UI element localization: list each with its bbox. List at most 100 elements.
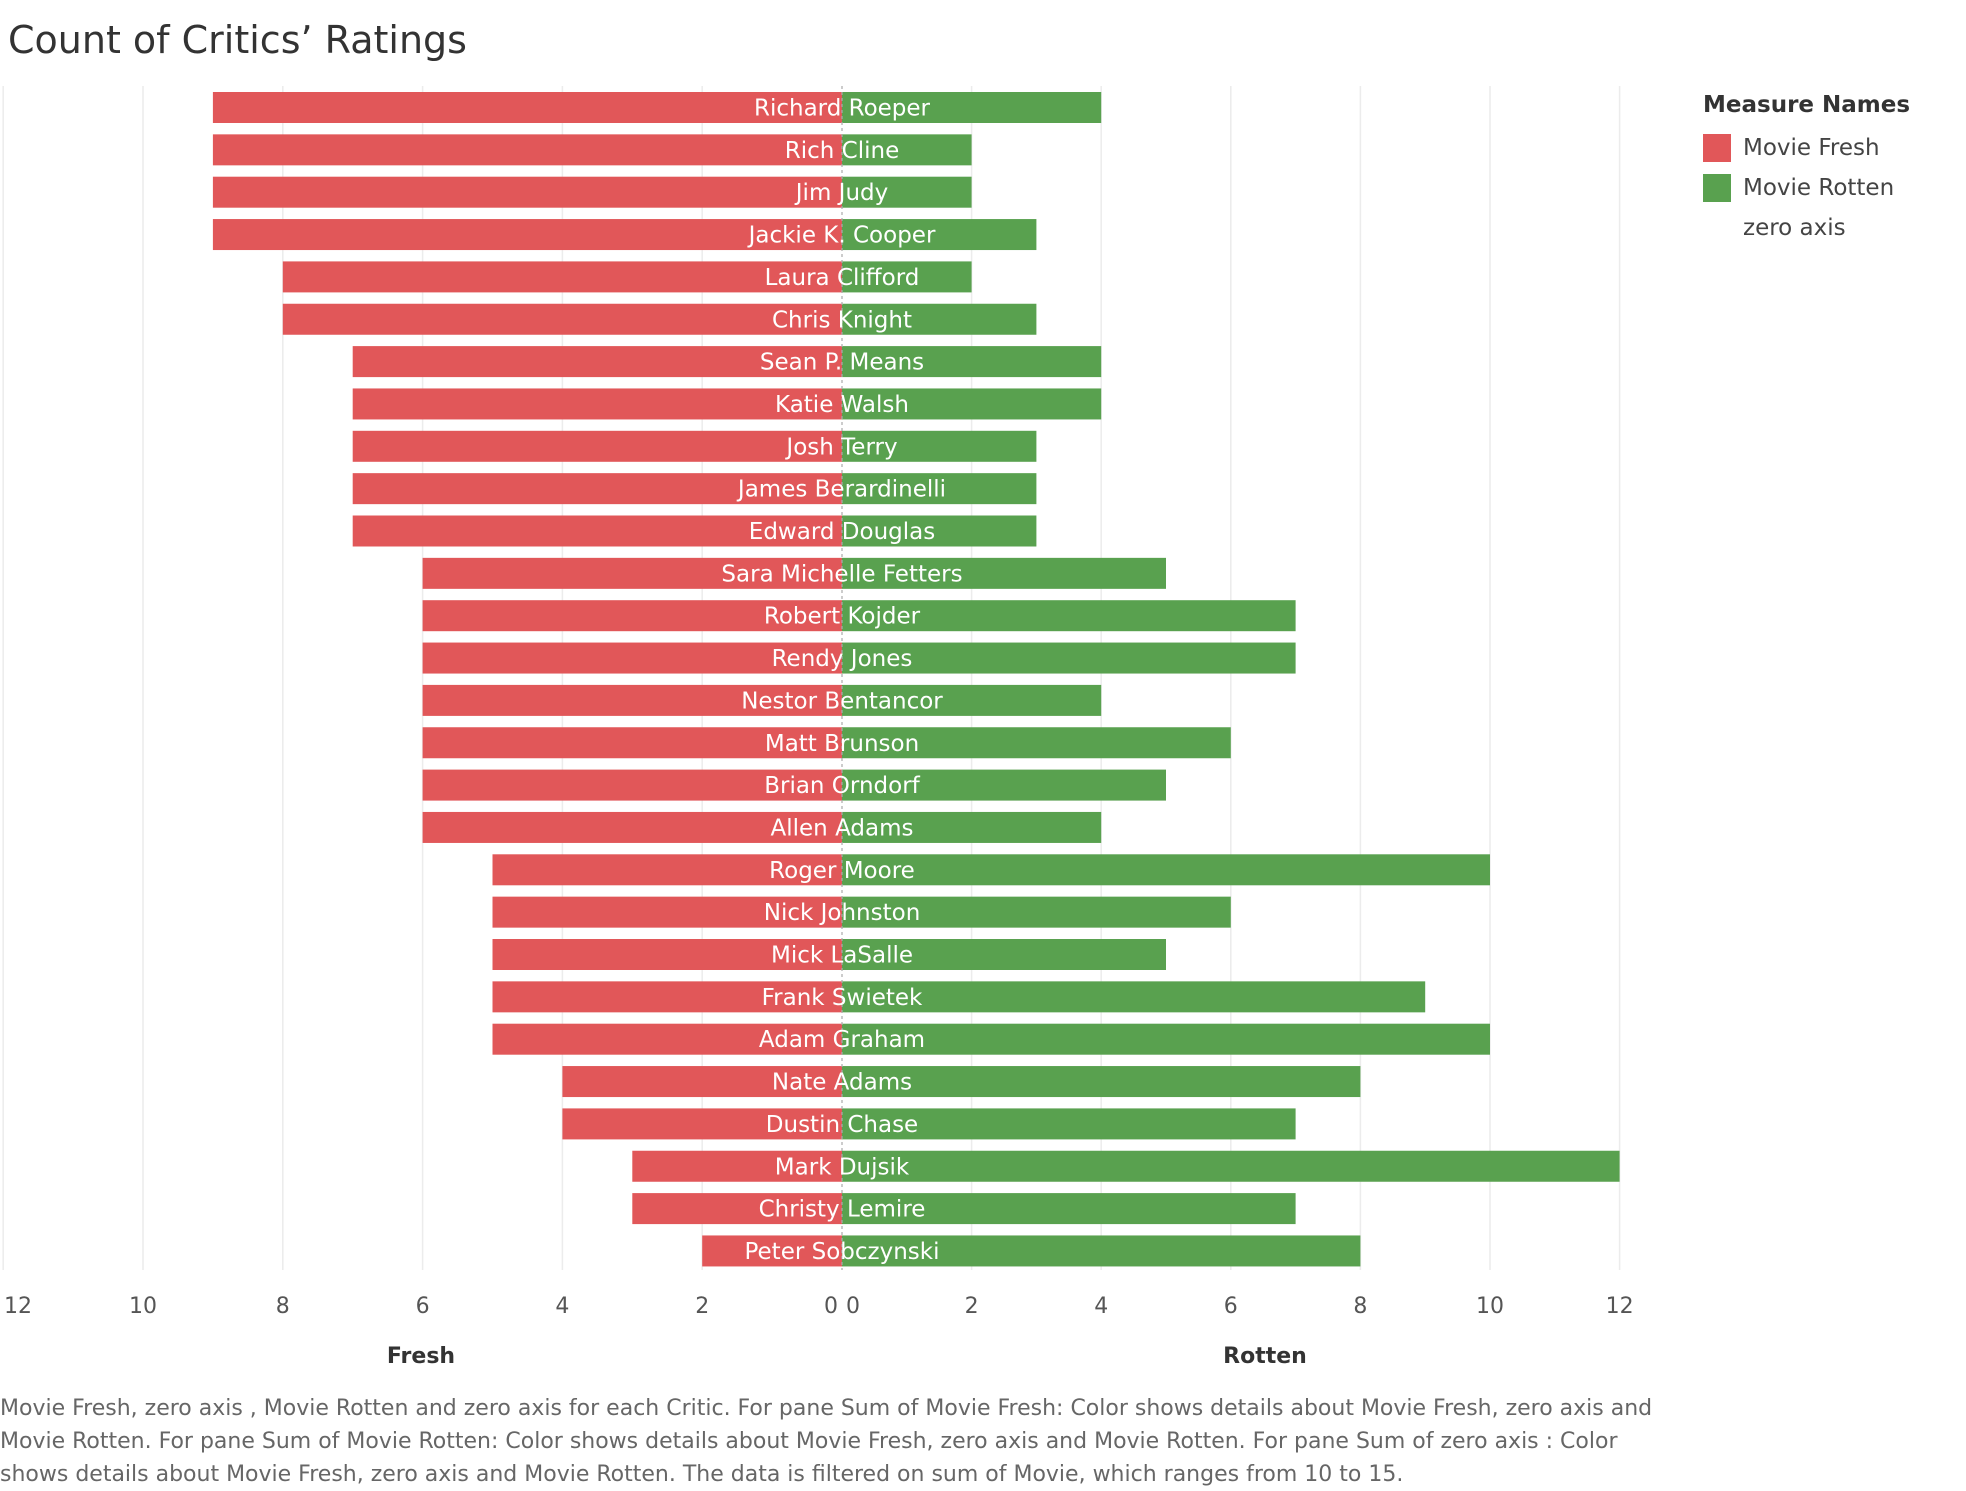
x-tick-label-left: 10 (129, 1294, 157, 1319)
bar-fresh[interactable] (422, 600, 842, 632)
bar-fresh[interactable] (632, 1193, 842, 1225)
bar-fresh[interactable] (212, 219, 842, 251)
bar-fresh[interactable] (212, 92, 842, 123)
bar-rotten[interactable] (842, 303, 1037, 335)
critic-label: Laura Clifford (765, 265, 920, 291)
x-tick-label-right: 8 (1353, 1294, 1367, 1319)
bar-fresh[interactable] (422, 557, 842, 589)
bar-fresh[interactable] (562, 1066, 842, 1098)
bar-fresh[interactable] (632, 1150, 842, 1182)
bar-rotten[interactable] (842, 727, 1231, 759)
bar-fresh[interactable] (282, 261, 842, 293)
critic-label: Allen Adams (771, 815, 914, 841)
legend-swatch-fresh (1703, 134, 1731, 162)
critic-label: Mick LaSalle (771, 943, 913, 969)
critic-label: Sean P. Means (760, 350, 924, 376)
chart-caption: Movie Fresh, zero axis , Movie Rotten an… (0, 1396, 1653, 1487)
bar-fresh[interactable] (492, 939, 843, 970)
bar-fresh[interactable] (352, 430, 842, 462)
bar-rotten[interactable] (842, 811, 1102, 843)
bar-fresh[interactable] (352, 515, 842, 547)
legend-item-movie-fresh[interactable]: Movie Fresh (1703, 128, 1910, 168)
bar-rotten[interactable] (842, 769, 1166, 801)
legend-item-zero-axis[interactable]: zero axis (1703, 208, 1910, 248)
bar-fresh[interactable] (352, 346, 842, 378)
bar-fresh[interactable] (352, 473, 842, 505)
critic-label: Mark Dujsik (775, 1154, 910, 1180)
critic-label: Frank Swietek (762, 985, 923, 1011)
bar-rotten[interactable] (842, 684, 1102, 716)
bars (212, 92, 1620, 1267)
bar-rotten[interactable] (842, 557, 1166, 589)
bar-fresh[interactable] (492, 896, 843, 928)
critic-label: Edward Douglas (749, 519, 935, 545)
bar-rotten[interactable] (842, 981, 1426, 1013)
x-tick-label-left: 6 (416, 1294, 430, 1319)
critic-label: Richard Roeper (754, 96, 931, 122)
bar-fresh[interactable] (282, 303, 842, 335)
critic-label: Christy Lemire (759, 1197, 926, 1223)
bar-rotten[interactable] (842, 1193, 1296, 1225)
critic-label: Adam Graham (759, 1027, 925, 1053)
bar-fresh[interactable] (352, 388, 842, 420)
x-tick-label-left: 12 (4, 1294, 32, 1319)
bar-fresh[interactable] (212, 134, 842, 166)
bar-rotten[interactable] (842, 1066, 1361, 1098)
legend-label: Movie Fresh (1743, 135, 1880, 161)
bar-fresh[interactable] (562, 1108, 842, 1140)
bar-rotten[interactable] (842, 219, 1037, 251)
critic-label: Katie Walsh (775, 392, 909, 418)
bar-fresh[interactable] (702, 1235, 842, 1267)
bar-rotten[interactable] (842, 515, 1037, 547)
bar-fresh[interactable] (422, 727, 842, 759)
legend-title: Measure Names (1703, 92, 1911, 118)
bar-rotten[interactable] (842, 473, 1037, 505)
x-tick-label-right: 10 (1476, 1294, 1504, 1319)
bar-rotten[interactable] (842, 642, 1296, 674)
critic-label: Rich Cline (785, 138, 899, 164)
bar-rotten[interactable] (842, 134, 972, 166)
critic-labels: Richard Roeper Rich Cline Jim Judy Jackie K… (721, 96, 962, 1265)
bar-rotten[interactable] (842, 1150, 1620, 1182)
legend-label: zero axis (1743, 215, 1846, 241)
bar-rotten[interactable] (842, 430, 1037, 462)
x-tick-label-right: 4 (1094, 1294, 1108, 1319)
critic-label: Nestor Bentancor (741, 688, 943, 714)
bar-rotten[interactable] (842, 600, 1296, 632)
critic-label: James Berardinelli (736, 477, 946, 503)
x-tick-label-right: 0 (846, 1294, 860, 1319)
bar-fresh[interactable] (492, 1023, 843, 1055)
bar-fresh[interactable] (422, 811, 842, 843)
bar-rotten[interactable] (842, 176, 972, 208)
critic-label: Nick Johnston (764, 900, 921, 926)
critic-label: Jackie K. Cooper (747, 223, 936, 249)
bar-fresh[interactable] (492, 981, 843, 1013)
legend-item-movie-rotten[interactable]: Movie Rotten (1703, 168, 1910, 208)
bar-rotten[interactable] (842, 896, 1231, 928)
bar-rotten[interactable] (842, 1023, 1490, 1055)
bar-rotten[interactable] (842, 346, 1102, 378)
critic-label: Nate Adams (772, 1070, 912, 1096)
x-tick-label-right: 2 (965, 1294, 979, 1319)
bar-rotten[interactable] (842, 1235, 1361, 1267)
bar-rotten[interactable] (842, 388, 1102, 420)
legend: Measure Names Movie Fresh Movie Rotten z… (1703, 92, 1910, 248)
bar-fresh[interactable] (422, 642, 842, 674)
critic-label: Dustin Chase (766, 1112, 918, 1138)
bar-rotten[interactable] (842, 854, 1490, 886)
critic-label: Rendy Jones (772, 646, 913, 672)
x-tick-label-left: 0 (824, 1294, 838, 1319)
bar-rotten[interactable] (842, 92, 1102, 123)
bar-fresh[interactable] (492, 854, 843, 886)
bar-rotten[interactable] (842, 261, 972, 293)
critic-label: Roger Moore (769, 858, 915, 884)
bar-fresh[interactable] (212, 176, 842, 208)
bar-rotten[interactable] (842, 939, 1166, 970)
critic-label: Jim Judy (794, 180, 888, 206)
bar-fresh[interactable] (422, 684, 842, 716)
critic-label: Brian Orndorf (764, 773, 920, 799)
bar-fresh[interactable] (422, 769, 842, 801)
bar-rotten[interactable] (842, 1108, 1296, 1140)
chart-title: Count of Critics’ Ratings (8, 18, 467, 62)
x-axis-title-rotten: Rotten (1223, 1344, 1307, 1369)
